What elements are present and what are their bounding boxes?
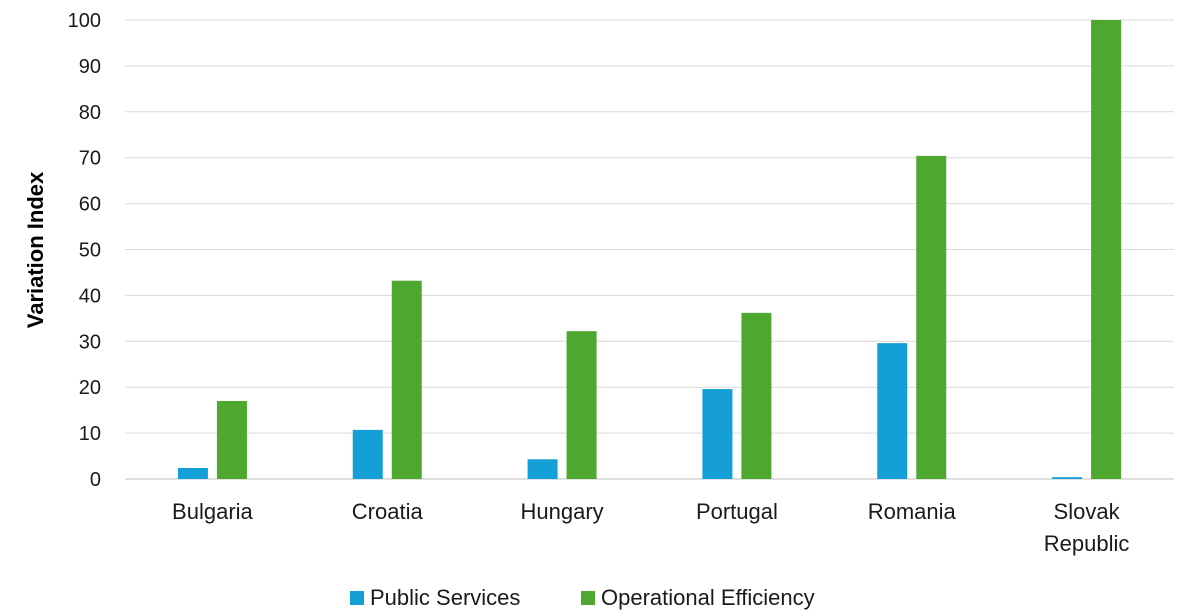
x-category-label: Portugal xyxy=(696,499,778,524)
bar-public-services xyxy=(877,343,908,479)
bar-public-services xyxy=(177,467,208,479)
y-tick-label: 90 xyxy=(79,56,101,78)
x-category-label: Hungary xyxy=(521,499,604,524)
y-tick-label: 40 xyxy=(79,285,101,307)
x-category-label-line: Bulgaria xyxy=(172,499,253,524)
bar-operational-efficiency xyxy=(216,400,247,479)
bar-operational-efficiency xyxy=(566,331,597,479)
y-tick-label: 30 xyxy=(79,331,101,353)
x-category-label-line: Republic xyxy=(1044,531,1130,556)
bar-public-services xyxy=(352,429,383,479)
y-tick-label: 60 xyxy=(79,194,101,216)
x-axis-categories: Bulgaria Croatia Hungary Portugal Romania Slo… xyxy=(172,499,1129,556)
legend-swatch xyxy=(581,591,595,605)
bars xyxy=(177,20,1122,479)
bar-public-services xyxy=(702,389,733,479)
gridlines xyxy=(125,19,1174,480)
x-category-label-line: Croatia xyxy=(352,499,424,524)
bar-public-services xyxy=(1052,477,1083,479)
bar-public-services xyxy=(527,459,558,479)
bar-operational-efficiency xyxy=(391,280,422,479)
x-category-label: Slovak Republic xyxy=(1044,499,1130,556)
bar-operational-efficiency xyxy=(916,155,947,479)
y-tick-label: 80 xyxy=(79,102,101,124)
x-category-label-line: Hungary xyxy=(521,499,604,524)
legend-label: Operational Efficiency xyxy=(601,585,815,610)
legend: Public Services Operational Efficiency xyxy=(350,585,815,610)
x-category-label: Bulgaria xyxy=(172,499,253,524)
y-tick-label: 70 xyxy=(79,148,101,170)
y-tick-label: 0 xyxy=(90,469,101,491)
y-tick-label: 50 xyxy=(79,240,101,262)
x-category-label-line: Portugal xyxy=(696,499,778,524)
x-category-label: Romania xyxy=(868,499,957,524)
y-tick-label: 20 xyxy=(79,377,101,399)
x-category-label: Croatia xyxy=(352,499,424,524)
bar-operational-efficiency xyxy=(1091,20,1122,479)
bar-operational-efficiency xyxy=(741,312,772,479)
y-axis-label: Variation Index xyxy=(23,171,48,328)
legend-swatch xyxy=(350,591,364,605)
y-tick-label: 10 xyxy=(79,423,101,445)
legend-label: Public Services xyxy=(370,585,520,610)
y-tick-label: 100 xyxy=(68,10,101,32)
y-axis-ticks: 0 10 20 30 40 50 60 70 80 90 100 xyxy=(68,10,101,491)
x-category-label-line: Romania xyxy=(868,499,957,524)
x-category-label-line: Slovak xyxy=(1054,499,1121,524)
